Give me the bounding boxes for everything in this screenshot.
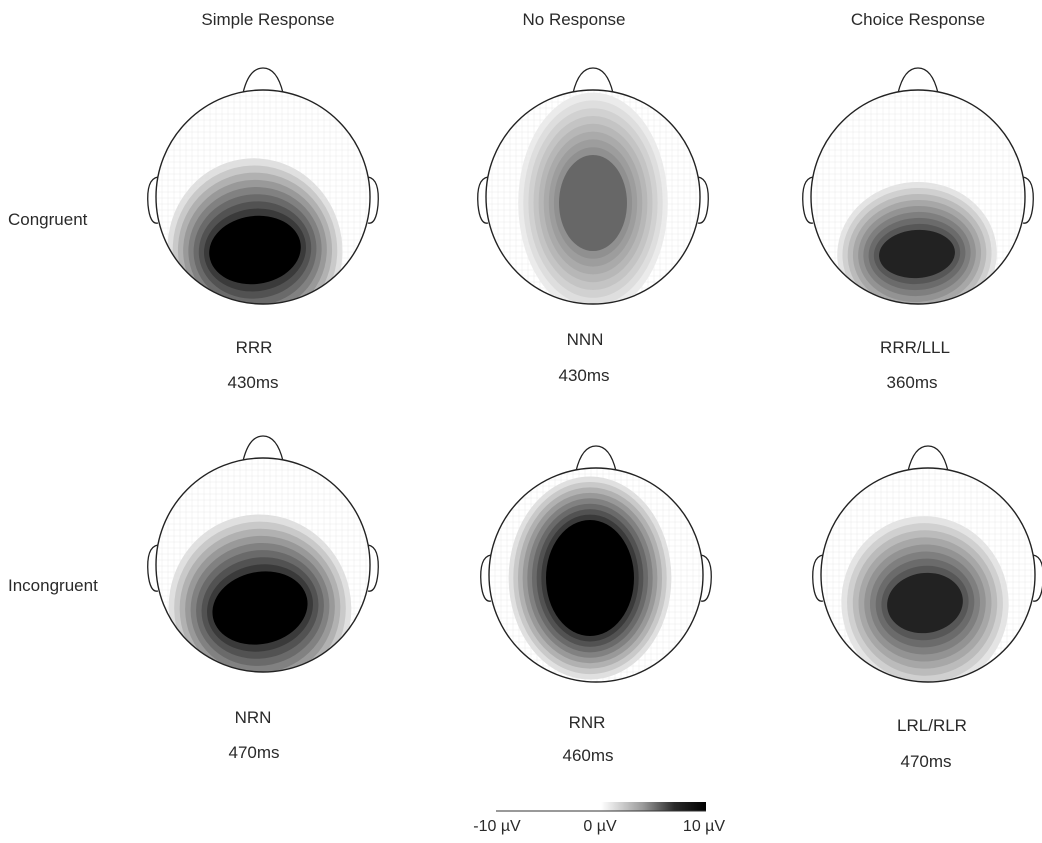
map-label-nrn: NRN [234, 708, 272, 727]
map-time-lrl-rlr: 470ms [900, 752, 952, 771]
map-time-nrn: 470ms [228, 743, 280, 762]
scalp-map-rnr [480, 445, 712, 683]
map-label-rrr: RRR [235, 338, 273, 357]
scale-label-max: 10 µV [682, 818, 726, 835]
map-time-nnn: 430ms [558, 366, 610, 385]
map-time-rrr-lll: 360ms [886, 373, 938, 392]
map-time-rnr: 460ms [562, 746, 614, 765]
color-scale-bar [496, 802, 706, 812]
map-time-rrr: 430ms [227, 373, 279, 392]
row-label-congruent: Congruent [8, 210, 88, 229]
scalp-map-rrr-lll [802, 67, 1034, 305]
column-title-no-response: No Response [522, 10, 626, 29]
scale-label-zero: 0 µV [583, 818, 617, 835]
scalp-map-nnn [477, 67, 709, 305]
map-label-rrr-lll: RRR/LLL [880, 338, 950, 357]
map-label-nnn: NNN [566, 330, 604, 349]
scalp-map-rrr [147, 67, 379, 305]
scalp-map-lrl-rlr [812, 445, 1042, 683]
map-label-rnr: RNR [568, 713, 606, 732]
map-label-lrl-rlr: LRL/RLR [897, 716, 967, 735]
column-title-choice-response: Choice Response [850, 10, 986, 29]
row-label-incongruent: Incongruent [8, 576, 98, 595]
scalp-map-nrn [147, 435, 379, 673]
scale-label-min: -10 µV [473, 818, 521, 835]
column-title-simple-response: Simple Response [201, 10, 335, 29]
